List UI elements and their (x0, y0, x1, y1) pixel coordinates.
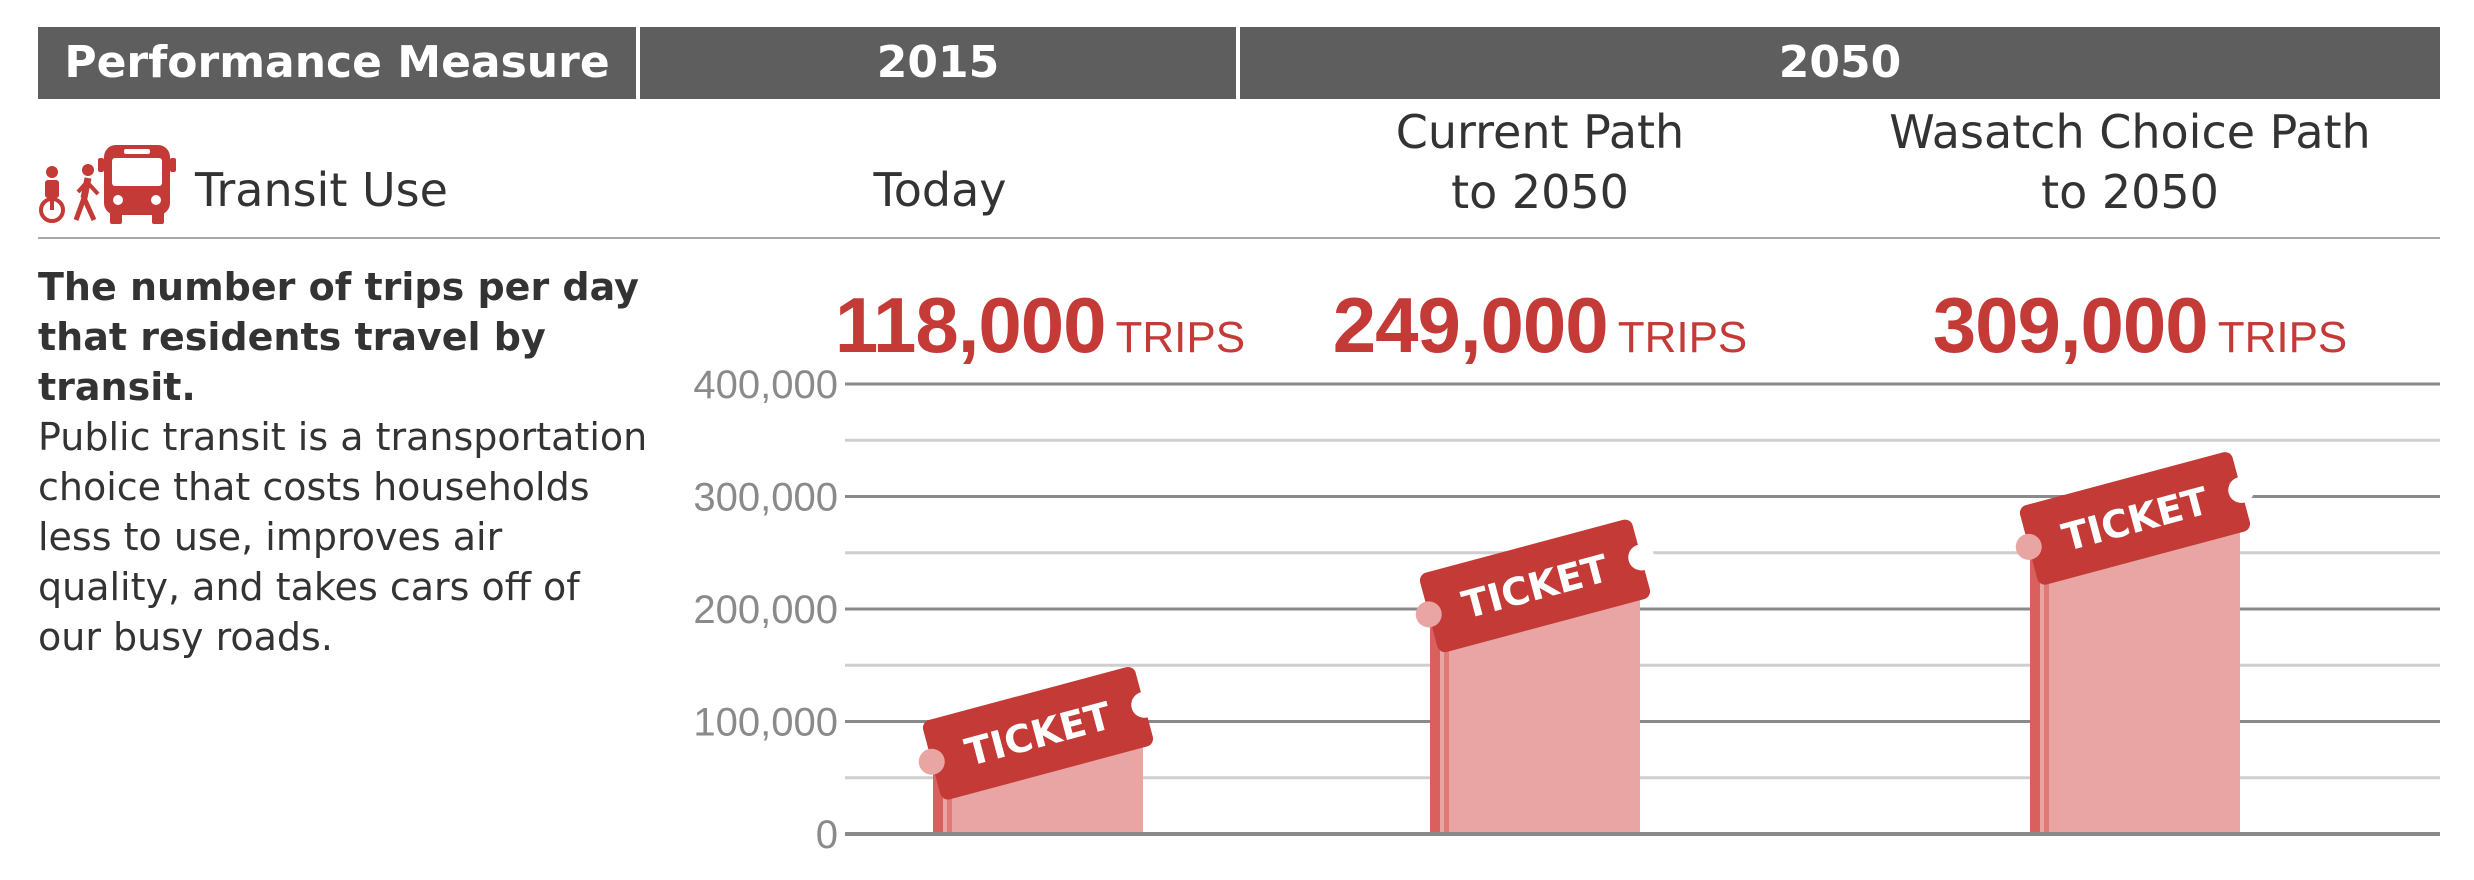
column-label-current-line1: Current Path (1395, 105, 1685, 159)
ticket-icon: TICKET (1415, 519, 1655, 653)
column-label-current-line2: to 2050 (1451, 165, 1629, 219)
highlight-unit: TRIPS (1617, 313, 1748, 362)
divider-rule (38, 237, 2440, 239)
ticket-notch (1628, 544, 1655, 571)
header-performance-measure: Performance Measure (38, 27, 636, 99)
description-body: Public transit is a transportation choic… (38, 415, 648, 659)
highlight-number: 118,000 (834, 281, 1107, 369)
measure-description: The number of trips per day that residen… (38, 262, 648, 662)
bar-edge (2044, 510, 2049, 834)
highlight-unit: TRIPS (1115, 313, 1246, 362)
ticket-icon: TICKET (2015, 452, 2255, 585)
highlight-number: 309,000 (1932, 281, 2209, 369)
y-tick-label: 0 (816, 813, 838, 857)
highlight-value-today: 118,000 TRIPS (780, 280, 1300, 371)
ticket-notch (918, 748, 945, 775)
column-label-today: Today (873, 163, 1007, 217)
y-tick-label: 200,000 (693, 588, 838, 632)
y-tick-label: 300,000 (693, 476, 838, 520)
pedestrian-icon (73, 164, 100, 222)
ticket-notch (2015, 533, 2042, 560)
measure-name: Transit Use (195, 163, 448, 217)
bar-edge (1444, 577, 1449, 834)
ticket-notch (1415, 601, 1442, 628)
ticket-icon: TICKET (918, 666, 1158, 800)
bicycle-icon (39, 166, 65, 223)
bar-edge (2030, 510, 2040, 834)
description-bold: The number of trips per day that residen… (38, 265, 639, 409)
bar: TICKET (2015, 452, 2255, 834)
bar: TICKET (1415, 519, 1655, 834)
measure-icons (39, 145, 176, 224)
column-label-wasatch-line1: Wasatch Choice Path (1889, 105, 2371, 159)
ticket-notch (1131, 691, 1158, 718)
ticket-shape (922, 666, 1154, 800)
header-2050: 2050 (1240, 27, 2440, 99)
y-tick-label: 100,000 (693, 701, 838, 745)
header-row: Performance Measure 2015 2050 (38, 27, 2440, 99)
highlight-unit: TRIPS (2217, 313, 2348, 362)
ticket-shape (1419, 519, 1651, 653)
highlight-value-wasatch: 309,000 TRIPS (1880, 280, 2400, 371)
ticket-notch (2228, 476, 2255, 503)
bus-icon (98, 145, 176, 224)
ticket-shape (2019, 452, 2251, 585)
highlight-number: 249,000 (1332, 281, 1609, 369)
column-label-wasatch-line2: to 2050 (2041, 165, 2219, 219)
y-tick-label: 400,000 (693, 363, 838, 407)
highlight-value-current: 249,000 TRIPS (1280, 280, 1800, 371)
header-2015: 2015 (640, 27, 1236, 99)
bar-edge (1430, 577, 1440, 834)
bar: TICKET (918, 666, 1158, 834)
